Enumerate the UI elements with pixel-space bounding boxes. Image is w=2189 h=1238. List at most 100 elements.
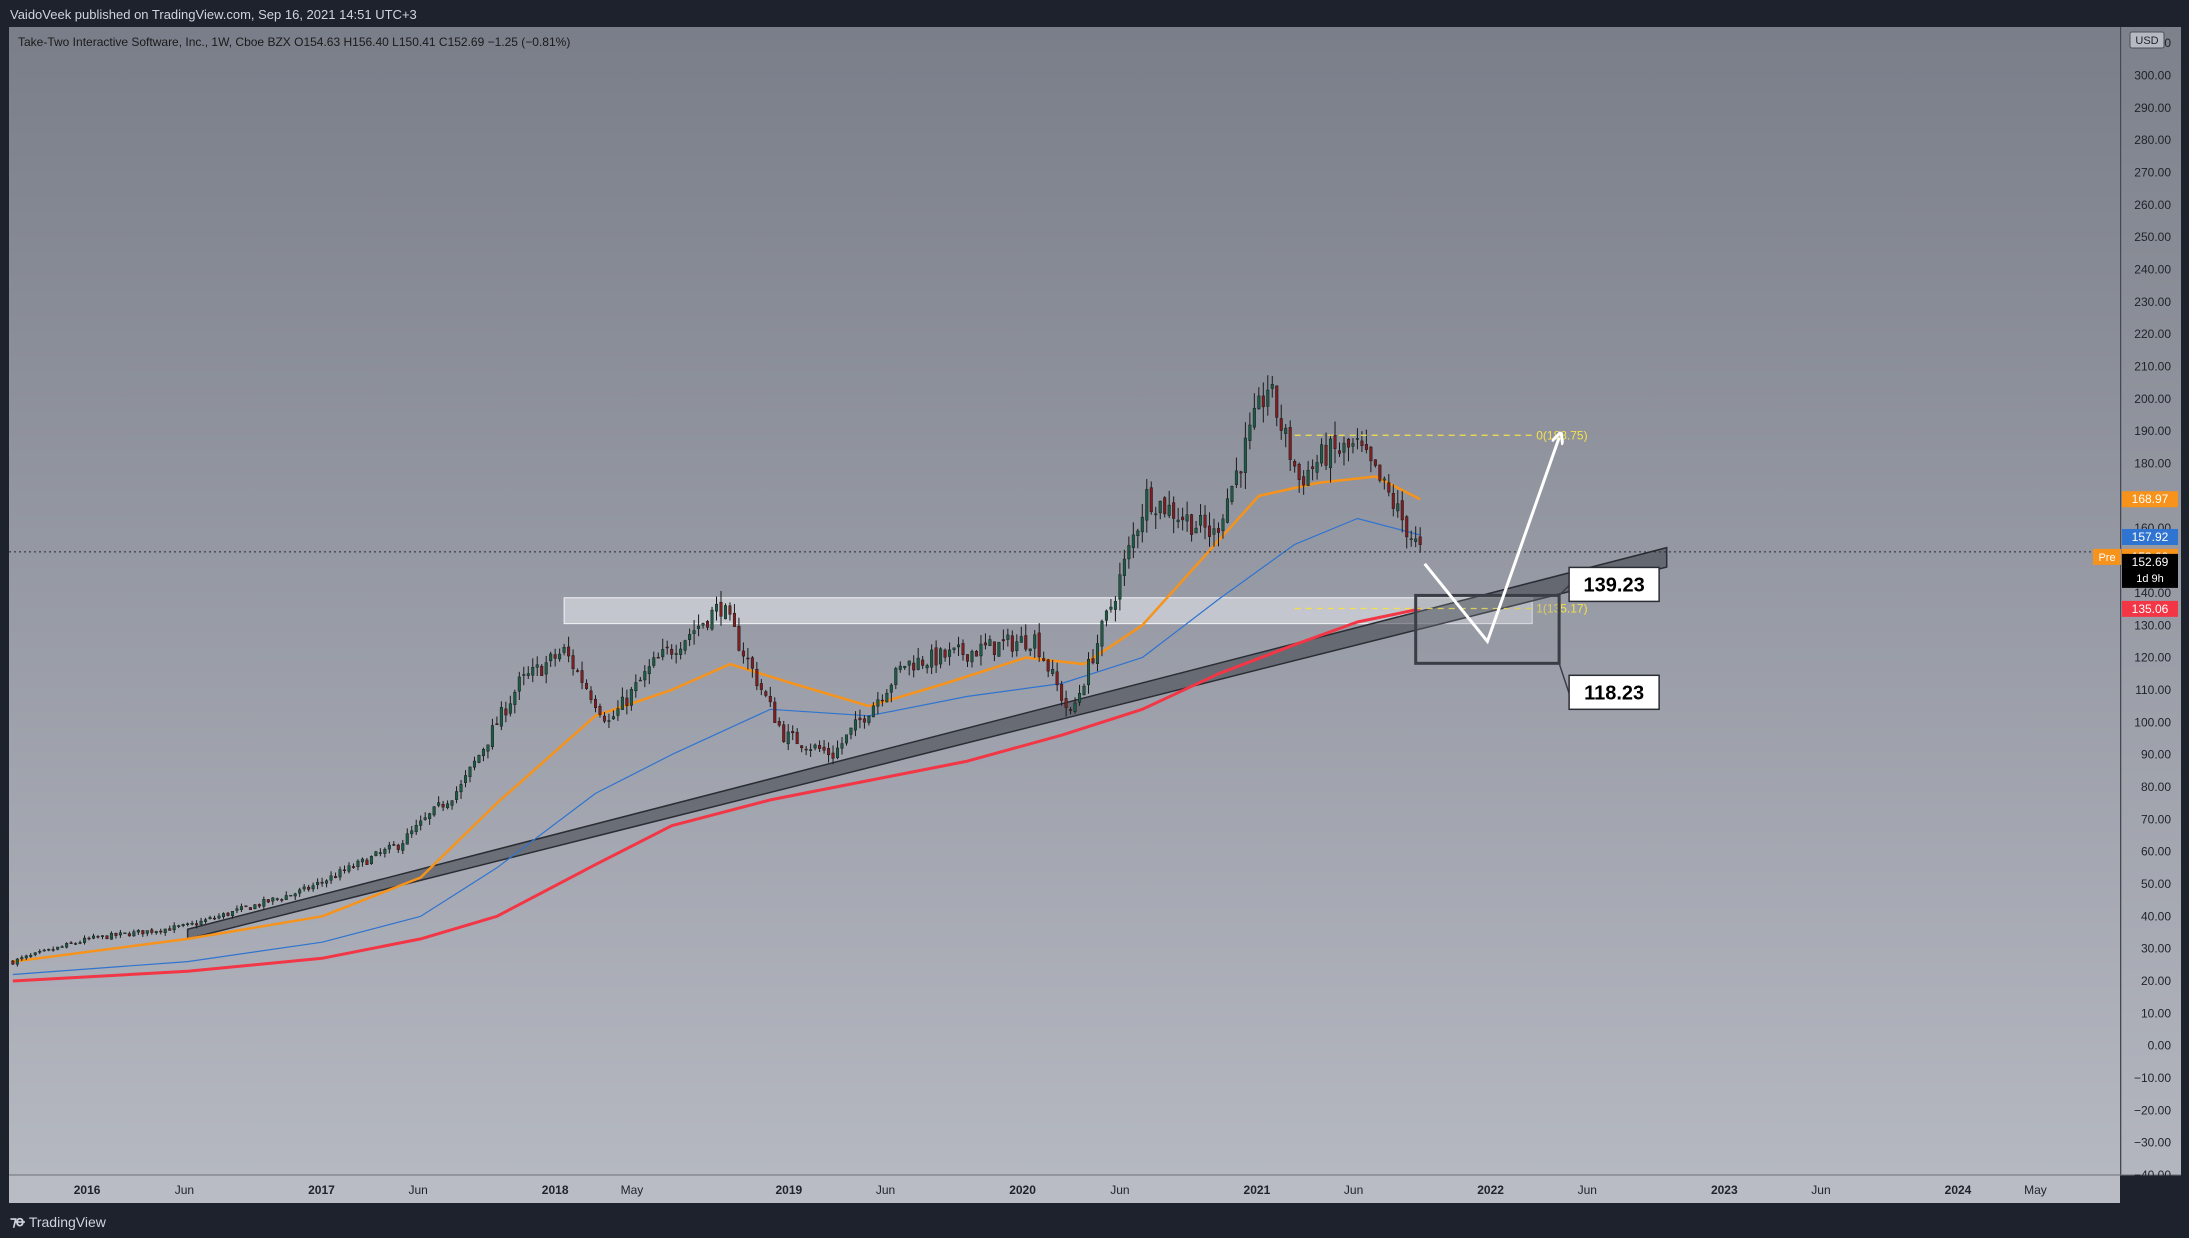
candle-body — [472, 760, 476, 768]
candle-body — [392, 844, 396, 846]
candle-body — [611, 716, 615, 720]
candle-body — [83, 937, 87, 943]
y-tick-label: −30.00 — [2134, 1136, 2171, 1150]
price-tag — [2122, 528, 2178, 545]
x-tick-label: 2022 — [1477, 1183, 1504, 1197]
currency-label: USD — [2135, 35, 2158, 47]
time-axis[interactable] — [9, 1175, 2120, 1203]
candle-body — [688, 634, 692, 640]
candle-body — [1351, 443, 1355, 447]
candle-body — [607, 720, 611, 722]
candle-body — [746, 657, 750, 660]
candle-body — [325, 880, 329, 884]
candle-body — [732, 612, 736, 627]
candle-body — [531, 666, 535, 676]
ma-line-sma100 — [12, 517, 1421, 976]
candle-body — [248, 907, 252, 910]
candle-body — [351, 866, 355, 868]
ma-line-ema50 — [12, 475, 1421, 963]
candle-body — [490, 725, 494, 748]
candle-body — [1230, 486, 1234, 502]
x-tick-label: 2017 — [308, 1183, 335, 1197]
candle-body — [723, 605, 727, 620]
candle-body — [853, 719, 857, 731]
candle-body — [1136, 530, 1140, 537]
candle-body — [1275, 385, 1279, 418]
candle-body — [1167, 504, 1171, 516]
candle-body — [1261, 395, 1265, 408]
candle-body — [481, 749, 485, 757]
candle-body — [1216, 528, 1220, 533]
x-tick-label: Jun — [1811, 1183, 1830, 1197]
x-tick-label: 2020 — [1009, 1183, 1036, 1197]
x-tick-label: 2019 — [776, 1183, 803, 1197]
ma-line-ema200 — [12, 607, 1421, 983]
candle-body — [562, 646, 566, 653]
candle-body — [1154, 513, 1158, 516]
candle-body — [889, 684, 893, 693]
currency-badge — [2129, 31, 2165, 49]
candle-body — [455, 791, 459, 800]
candle-body — [652, 657, 656, 666]
candle-body — [347, 865, 351, 872]
y-tick-label: 230.00 — [2134, 295, 2171, 309]
candle-body — [1140, 516, 1144, 533]
candle-body — [257, 904, 261, 907]
candle-body — [1405, 516, 1409, 538]
candle-body — [809, 749, 813, 751]
candle-body — [1033, 634, 1037, 649]
candle-body — [948, 649, 952, 657]
y-tick-label: 70.00 — [2141, 812, 2171, 826]
price-tag — [2122, 553, 2178, 588]
candle-body — [728, 605, 732, 615]
candle-body — [692, 630, 696, 634]
candle-body — [1199, 515, 1203, 526]
candle-body — [11, 960, 15, 965]
fib-level-label: 1(135.17) — [1536, 602, 1587, 616]
candle-body — [15, 958, 19, 965]
candle-body — [912, 662, 916, 671]
candle-body — [939, 648, 943, 665]
candle-body — [957, 644, 961, 648]
candle-body — [69, 942, 73, 944]
y-tick-label: 10.00 — [2141, 1006, 2171, 1020]
candle-body — [849, 727, 853, 735]
symbol-legend: Take-Two Interactive Software, Inc., 1W,… — [18, 35, 570, 49]
candle-body — [876, 699, 880, 707]
tradingview-logo[interactable]: ⁊ꝋ TradingView — [10, 1213, 106, 1230]
candle-body — [602, 715, 606, 722]
candle-body — [1149, 487, 1153, 513]
candle-body — [1100, 620, 1104, 647]
candle-body — [558, 653, 562, 660]
projection-arrow — [1423, 438, 1559, 645]
candle-body — [92, 935, 96, 939]
y-tick-label: 30.00 — [2141, 942, 2171, 956]
candle-body — [710, 609, 714, 630]
fib-level-label: 0(188.75) — [1536, 428, 1587, 442]
candle-body — [293, 893, 297, 897]
candle-body — [1163, 497, 1167, 515]
candle-body — [1082, 685, 1086, 696]
callout-box — [1568, 674, 1660, 711]
price-tag-label: 168.97 — [2132, 492, 2169, 506]
candle-body — [638, 679, 642, 682]
x-tick-label: 2018 — [542, 1183, 569, 1197]
y-tick-label: 90.00 — [2141, 748, 2171, 762]
candle-body — [683, 640, 687, 651]
candle-body — [499, 707, 503, 727]
candle-body — [163, 928, 167, 934]
candle-body — [1113, 601, 1117, 610]
x-tick-label: Jun — [175, 1183, 194, 1197]
candle-body — [768, 696, 772, 703]
candle-body — [679, 648, 683, 655]
candle-body — [244, 905, 248, 907]
candle-body — [383, 849, 387, 854]
candle-body — [862, 718, 866, 723]
candle-body — [1028, 648, 1032, 651]
candle-body — [1055, 671, 1059, 686]
candle-body — [1010, 635, 1014, 652]
candle-body — [1306, 469, 1310, 486]
candle-body — [141, 930, 145, 935]
x-tick-label: May — [2024, 1183, 2047, 1197]
price-chart[interactable]: Take-Two Interactive Software, Inc., 1W,… — [0, 27, 2189, 1203]
